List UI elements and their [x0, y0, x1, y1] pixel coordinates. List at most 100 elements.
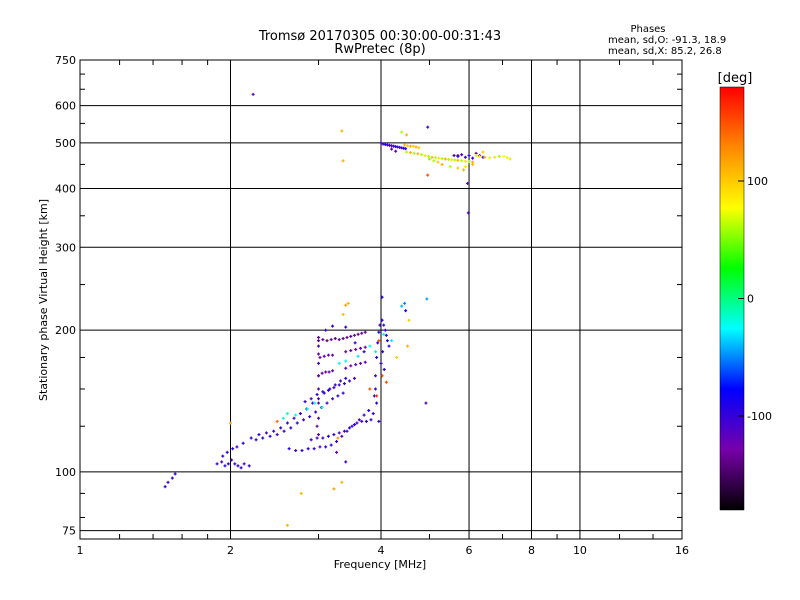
data-point: [374, 374, 378, 378]
data-point: [344, 460, 348, 464]
data-point: [225, 450, 229, 454]
data-point: [363, 360, 367, 364]
data-point: [463, 155, 467, 159]
data-point: [437, 156, 441, 160]
data-point: [322, 354, 326, 358]
data-point: [333, 383, 337, 387]
x-axis: 1 2 4 6 8 10 16: [77, 60, 689, 557]
data-point: [460, 153, 464, 157]
data-point: [363, 345, 367, 349]
data-point: [408, 151, 412, 155]
data-point: [324, 328, 328, 332]
data-point: [378, 323, 382, 327]
data-point: [414, 145, 418, 149]
data-point: [427, 154, 431, 158]
data-point: [321, 390, 325, 394]
data-point: [350, 424, 354, 428]
data-point: [275, 419, 279, 423]
y-tick-label: 750: [55, 54, 76, 67]
data-point: [345, 429, 349, 433]
data-point: [241, 441, 245, 445]
data-point: [346, 301, 350, 305]
data-point: [382, 332, 386, 336]
data-point: [221, 454, 225, 458]
data-point: [360, 331, 364, 335]
data-point: [456, 154, 460, 158]
data-point: [377, 419, 381, 423]
data-point: [299, 491, 303, 495]
data-point: [275, 433, 279, 437]
data-point: [356, 354, 360, 358]
data-point: [215, 462, 219, 466]
data-point: [332, 487, 336, 491]
data-point: [239, 466, 243, 470]
data-point: [332, 386, 336, 390]
data-point: [430, 155, 434, 159]
data-point: [426, 125, 430, 129]
data-point: [309, 397, 313, 401]
data-point: [336, 436, 340, 440]
data-point: [305, 407, 309, 411]
data-point: [306, 447, 310, 451]
data-point: [302, 418, 306, 422]
data-point: [411, 144, 415, 148]
data-point: [357, 418, 361, 422]
data-point: [289, 426, 293, 430]
data-point: [333, 337, 337, 341]
data-point: [300, 449, 304, 453]
y-tick-label: 100: [55, 466, 76, 479]
data-point: [337, 431, 341, 435]
data-point: [321, 436, 325, 440]
data-point: [380, 318, 384, 322]
grid: [79, 59, 683, 539]
data-point: [505, 156, 509, 160]
data-point: [329, 443, 333, 447]
data-point: [308, 415, 312, 419]
x-tick-label: 2: [227, 544, 234, 557]
data-point: [223, 464, 227, 468]
data-point: [303, 400, 307, 404]
data-point: [403, 301, 407, 305]
data-point: [483, 155, 487, 159]
x-tick-label: 4: [378, 544, 385, 557]
data-point: [317, 433, 321, 437]
data-point: [230, 458, 234, 462]
data-point: [326, 353, 330, 357]
chart-title: Tromsø 20170305 00:30:00-00:31:43: [258, 29, 501, 44]
data-point: [235, 445, 239, 449]
chart-subtitle: RwPretec (8p): [334, 42, 425, 57]
data-point: [257, 433, 261, 437]
data-point: [425, 297, 429, 301]
data-point: [379, 141, 383, 145]
data-point: [375, 401, 379, 405]
data-point: [344, 359, 348, 363]
data-point: [448, 165, 452, 169]
data-point: [268, 434, 272, 438]
data-point: [349, 334, 353, 338]
data-point: [295, 421, 299, 425]
data-point: [353, 341, 357, 345]
data-point: [356, 332, 360, 336]
data-point: [375, 355, 379, 359]
data-point: [417, 146, 421, 150]
data-point: [247, 464, 251, 468]
data-point: [315, 424, 319, 428]
data-point: [342, 382, 346, 386]
data-point: [382, 323, 386, 327]
data-point: [337, 338, 341, 342]
data-point: [251, 92, 255, 96]
data-point: [325, 401, 329, 405]
data-point: [405, 133, 409, 137]
data-point: [349, 349, 353, 353]
data-point: [292, 416, 296, 420]
data-point: [456, 166, 460, 170]
data-point: [264, 431, 268, 435]
data-point: [387, 344, 391, 348]
data-point: [173, 472, 177, 476]
data-point: [317, 401, 321, 405]
colorbar-label: [deg]: [718, 71, 753, 86]
data-point: [329, 338, 333, 342]
data-point: [339, 379, 343, 383]
data-point: [355, 421, 359, 425]
data-point: [364, 419, 368, 423]
